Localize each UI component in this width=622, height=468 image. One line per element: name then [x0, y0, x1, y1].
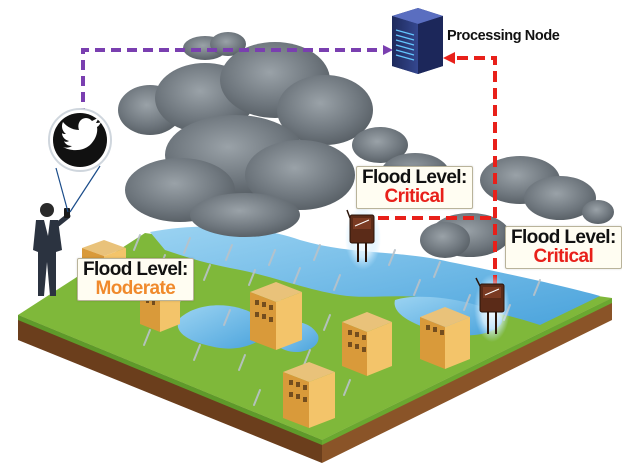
- flood-level-value: Critical: [384, 186, 445, 207]
- flood-level-value: Moderate: [95, 278, 176, 299]
- flood-level-title: Flood Level:: [511, 227, 616, 248]
- sensor-icon: [345, 206, 510, 342]
- flood-level-label-moderate: Flood Level: Moderate: [77, 258, 194, 301]
- flood-level-label-critical: Flood Level: Critical: [505, 226, 622, 269]
- flood-level-title: Flood Level:: [362, 167, 467, 188]
- social-data-link: [81, 45, 393, 118]
- twitter-connection-lines: [55, 165, 101, 213]
- flood-level-value: Critical: [533, 246, 594, 267]
- server-icon: [392, 8, 443, 74]
- twitter-icon: [48, 108, 112, 172]
- flood-level-label-critical: Flood Level: Critical: [356, 166, 473, 209]
- sensor-data-link: [378, 52, 497, 286]
- flood-level-title: Flood Level:: [83, 259, 188, 280]
- processing-node-label: Processing Node: [447, 28, 560, 44]
- person-icon: [33, 203, 71, 296]
